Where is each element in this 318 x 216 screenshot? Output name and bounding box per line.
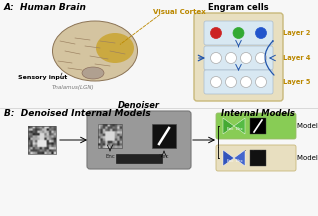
Circle shape — [211, 27, 222, 38]
FancyArrowPatch shape — [265, 41, 274, 75]
Text: Model 1: Model 1 — [297, 123, 318, 129]
Circle shape — [240, 76, 252, 87]
Bar — [152, 124, 176, 148]
Text: Enc: Enc — [227, 159, 234, 163]
Text: Dec: Dec — [236, 127, 244, 131]
Text: Thalamus(LGN): Thalamus(LGN) — [52, 85, 95, 90]
Text: Layer 4: Layer 4 — [283, 55, 310, 61]
FancyBboxPatch shape — [194, 13, 283, 101]
Text: B:  Denoised Internal Models: B: Denoised Internal Models — [4, 109, 151, 118]
FancyBboxPatch shape — [216, 145, 296, 171]
FancyBboxPatch shape — [204, 46, 273, 70]
Bar — [98, 124, 122, 148]
Text: Layer 2: Layer 2 — [283, 30, 310, 36]
Text: Visual Cortex: Visual Cortex — [153, 9, 206, 15]
Circle shape — [225, 76, 237, 87]
Text: Sensory input: Sensory input — [18, 76, 67, 81]
Ellipse shape — [82, 67, 104, 79]
FancyBboxPatch shape — [216, 113, 296, 139]
Text: Enc: Enc — [227, 127, 234, 131]
Polygon shape — [223, 118, 234, 134]
Text: Layer 5: Layer 5 — [283, 79, 310, 85]
Polygon shape — [223, 150, 234, 166]
Text: Dec: Dec — [159, 154, 169, 159]
Text: Dec: Dec — [236, 159, 244, 163]
Text: ·  ·  ·: · · · — [244, 146, 262, 156]
Bar — [250, 150, 266, 166]
Text: Denoiser: Denoiser — [118, 101, 160, 110]
Text: Internal Models: Internal Models — [221, 109, 295, 118]
FancyBboxPatch shape — [204, 21, 273, 45]
Circle shape — [233, 27, 244, 38]
Text: Engram cells: Engram cells — [208, 3, 269, 12]
Bar — [116, 154, 162, 163]
Polygon shape — [234, 150, 245, 166]
Circle shape — [255, 76, 266, 87]
Bar — [28, 126, 56, 154]
Text: Model n: Model n — [297, 155, 318, 161]
Ellipse shape — [52, 21, 137, 81]
Circle shape — [225, 52, 237, 64]
Circle shape — [240, 52, 252, 64]
FancyBboxPatch shape — [204, 70, 273, 94]
Text: A:  Human Brain: A: Human Brain — [4, 3, 87, 12]
Ellipse shape — [96, 33, 134, 63]
FancyBboxPatch shape — [87, 111, 191, 169]
Circle shape — [211, 76, 222, 87]
Circle shape — [211, 52, 222, 64]
Polygon shape — [234, 118, 245, 134]
Bar — [250, 118, 266, 134]
Text: Enc: Enc — [105, 154, 115, 159]
Circle shape — [255, 27, 266, 38]
Circle shape — [255, 52, 266, 64]
